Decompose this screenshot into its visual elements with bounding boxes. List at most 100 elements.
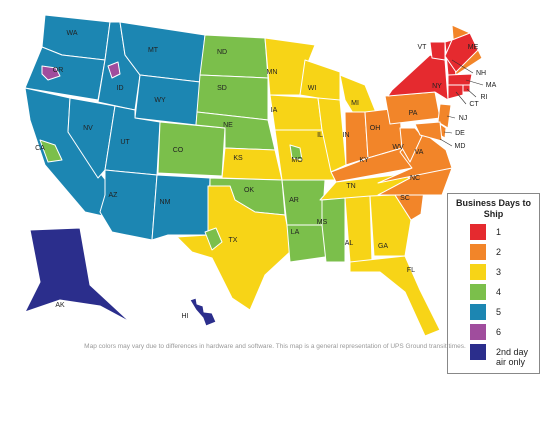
state-label: PA (409, 110, 418, 117)
state-label: WA (66, 30, 77, 37)
legend-label: 2 (496, 247, 502, 257)
legend-item: 2 (470, 244, 539, 260)
legend-label: 3 (496, 267, 502, 277)
state (199, 34, 269, 79)
state-label: ID (117, 85, 124, 92)
region (289, 144, 303, 161)
state (269, 94, 323, 131)
state-label: ND (217, 49, 227, 56)
legend-swatch (470, 344, 486, 360)
legend-title: Business Days to Ship (455, 198, 532, 219)
legend-swatch (470, 304, 486, 320)
state-label: VT (418, 44, 428, 51)
legend-swatch (470, 284, 486, 300)
leader-line (466, 88, 477, 98)
state-label: HI (182, 313, 189, 320)
state-label: MT (148, 47, 159, 54)
state (67, 97, 116, 179)
legend-item: 2nd day air only (470, 344, 539, 367)
legend-label: 2nd day air only (496, 347, 529, 367)
footnote: Map colors may vary due to differences i… (84, 343, 466, 350)
legend-label: 1 (496, 227, 502, 237)
legend-swatch (470, 244, 486, 260)
state-label: MI (351, 100, 359, 107)
state (189, 297, 217, 327)
legend-item: 6 (470, 324, 539, 340)
state (221, 147, 283, 181)
state-label: NC (410, 175, 420, 182)
state-label: IL (317, 132, 323, 139)
state-label: NH (476, 70, 486, 77)
region (41, 65, 61, 81)
state-label: IN (343, 132, 350, 139)
us-map: WA OR CA ID NV MT WY UT AZ CO NM ND SD NE KS OK TX MN IA MO… (24, 14, 497, 337)
state (317, 97, 347, 173)
state-label: CT (469, 101, 479, 108)
state-label: WY (154, 97, 166, 104)
state-label: VA (415, 149, 424, 156)
state-label: DE (455, 130, 465, 137)
state-label: LA (291, 229, 300, 236)
state-label: MS (317, 219, 328, 226)
state (429, 41, 446, 61)
leader-line (455, 91, 467, 105)
state-label: AZ (109, 192, 119, 199)
state-label: MA (486, 82, 497, 89)
state-label: AL (345, 240, 354, 247)
state (321, 197, 346, 263)
state (151, 174, 211, 241)
legend-item: 1 (470, 224, 539, 240)
state-label: CA (35, 145, 45, 152)
state-label: WI (308, 85, 317, 92)
legend-item: 5 (470, 304, 539, 320)
state-label: AR (289, 197, 299, 204)
state (24, 227, 131, 323)
state (344, 195, 373, 263)
legend-swatch (470, 264, 486, 280)
leader-line (465, 79, 484, 86)
state-label: TX (229, 237, 238, 244)
state (447, 73, 473, 86)
state (414, 121, 443, 142)
state-label: OK (244, 187, 254, 194)
state (157, 121, 226, 177)
legend-swatch (470, 324, 486, 340)
state-label: MO (291, 157, 303, 164)
state-label: MD (455, 143, 466, 150)
leader-line (443, 131, 453, 134)
state-label: AK (55, 302, 65, 309)
state-label: KY (359, 157, 369, 164)
legend: Business Days to Ship 1 2 3 4 5 6 2nd day air … (447, 193, 540, 374)
state-label: SC (400, 195, 410, 202)
state-label: NM (160, 199, 171, 206)
region (107, 61, 121, 79)
state (134, 74, 201, 126)
state (437, 103, 452, 129)
state-label: MN (267, 69, 278, 76)
region (204, 227, 223, 251)
state-label: NJ (459, 115, 468, 122)
legend-swatch (470, 224, 486, 240)
region (39, 139, 63, 163)
state-label: ME (468, 44, 479, 51)
state-label: NY (432, 83, 442, 90)
state-label: WV (392, 144, 404, 151)
leader-line (446, 115, 456, 119)
state-label: OH (370, 125, 381, 132)
state (447, 84, 464, 100)
state (399, 127, 423, 163)
state-label: UT (120, 139, 130, 146)
state-label: KS (233, 155, 243, 162)
legend-label: 4 (496, 287, 502, 297)
legend-label: 5 (496, 307, 502, 317)
state (99, 169, 158, 241)
state (384, 91, 441, 125)
leader-line (439, 138, 453, 147)
state (349, 255, 441, 337)
legend-label: 6 (496, 327, 502, 337)
state-label: NE (223, 122, 233, 129)
state-label: OR (53, 67, 64, 74)
state-label: RI (481, 94, 488, 101)
state-label: NV (83, 125, 93, 132)
